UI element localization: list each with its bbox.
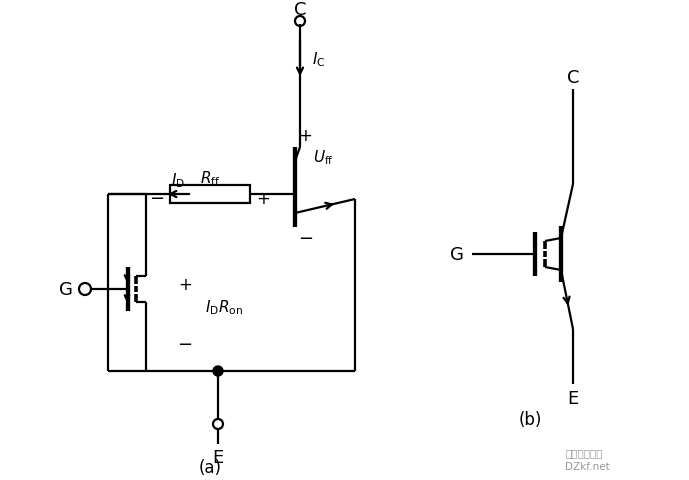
- Text: G: G: [450, 245, 464, 264]
- Text: $U_{\rm ff}$: $U_{\rm ff}$: [313, 148, 334, 167]
- Text: $I_{\rm D}$: $I_{\rm D}$: [171, 171, 185, 190]
- Text: (b): (b): [518, 410, 542, 428]
- Text: G: G: [59, 280, 73, 299]
- Text: −: −: [298, 229, 313, 248]
- Text: +: +: [178, 276, 192, 293]
- Text: E: E: [212, 448, 224, 466]
- Text: +: +: [256, 190, 270, 207]
- Text: −: −: [149, 190, 164, 207]
- Text: $I_{\rm D}R_{\rm on}$: $I_{\rm D}R_{\rm on}$: [205, 298, 243, 317]
- Text: (a): (a): [198, 458, 221, 476]
- Text: C: C: [567, 69, 579, 87]
- Text: +: +: [298, 127, 312, 144]
- Text: 电子开发社区: 电子开发社区: [565, 447, 602, 457]
- Text: C: C: [294, 1, 306, 19]
- Text: −: −: [178, 336, 192, 353]
- Text: DZkf.net: DZkf.net: [565, 461, 610, 471]
- Bar: [170, 186, 250, 204]
- Text: E: E: [567, 389, 579, 407]
- Text: $I_{\rm C}$: $I_{\rm C}$: [312, 50, 325, 69]
- Text: $R_{\rm ff}$: $R_{\rm ff}$: [200, 169, 220, 188]
- Circle shape: [213, 366, 223, 376]
